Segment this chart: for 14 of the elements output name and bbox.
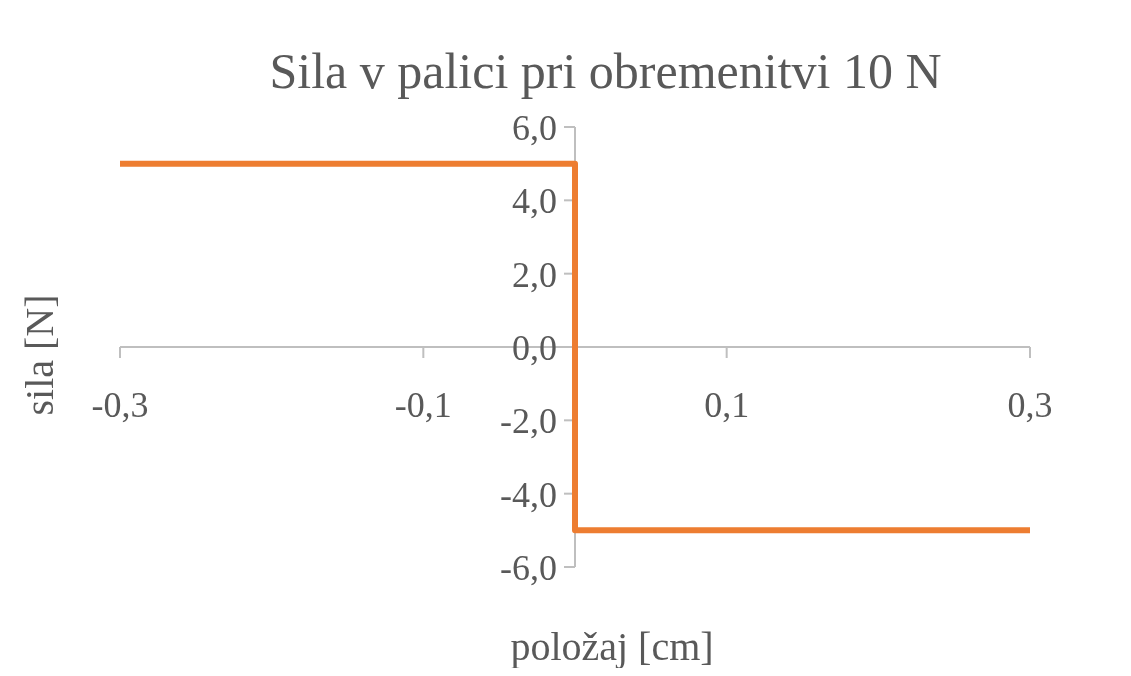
x-tick-label: 0,1 (704, 385, 750, 425)
y-tick-label: 0,0 (512, 328, 557, 368)
y-tick-label: -2,0 (500, 401, 557, 442)
y-tick-label: 4,0 (512, 181, 557, 222)
y-axis-title: sila [N] (17, 294, 62, 416)
chart-title: Sila v palici pri obremenitvi 10 N (269, 43, 942, 99)
y-tick-label: 6,0 (512, 108, 557, 148)
x-tick-label: -0,3 (91, 385, 149, 425)
y-tick-label: -6,0 (500, 548, 557, 588)
y-tick-label: 2,0 (512, 254, 557, 295)
x-tick-label: -0,1 (394, 385, 452, 425)
x-axis-title: položaj [cm] (510, 624, 714, 669)
y-tick-label: -4,0 (500, 474, 557, 515)
x-tick-label: 0,3 (1007, 385, 1053, 425)
